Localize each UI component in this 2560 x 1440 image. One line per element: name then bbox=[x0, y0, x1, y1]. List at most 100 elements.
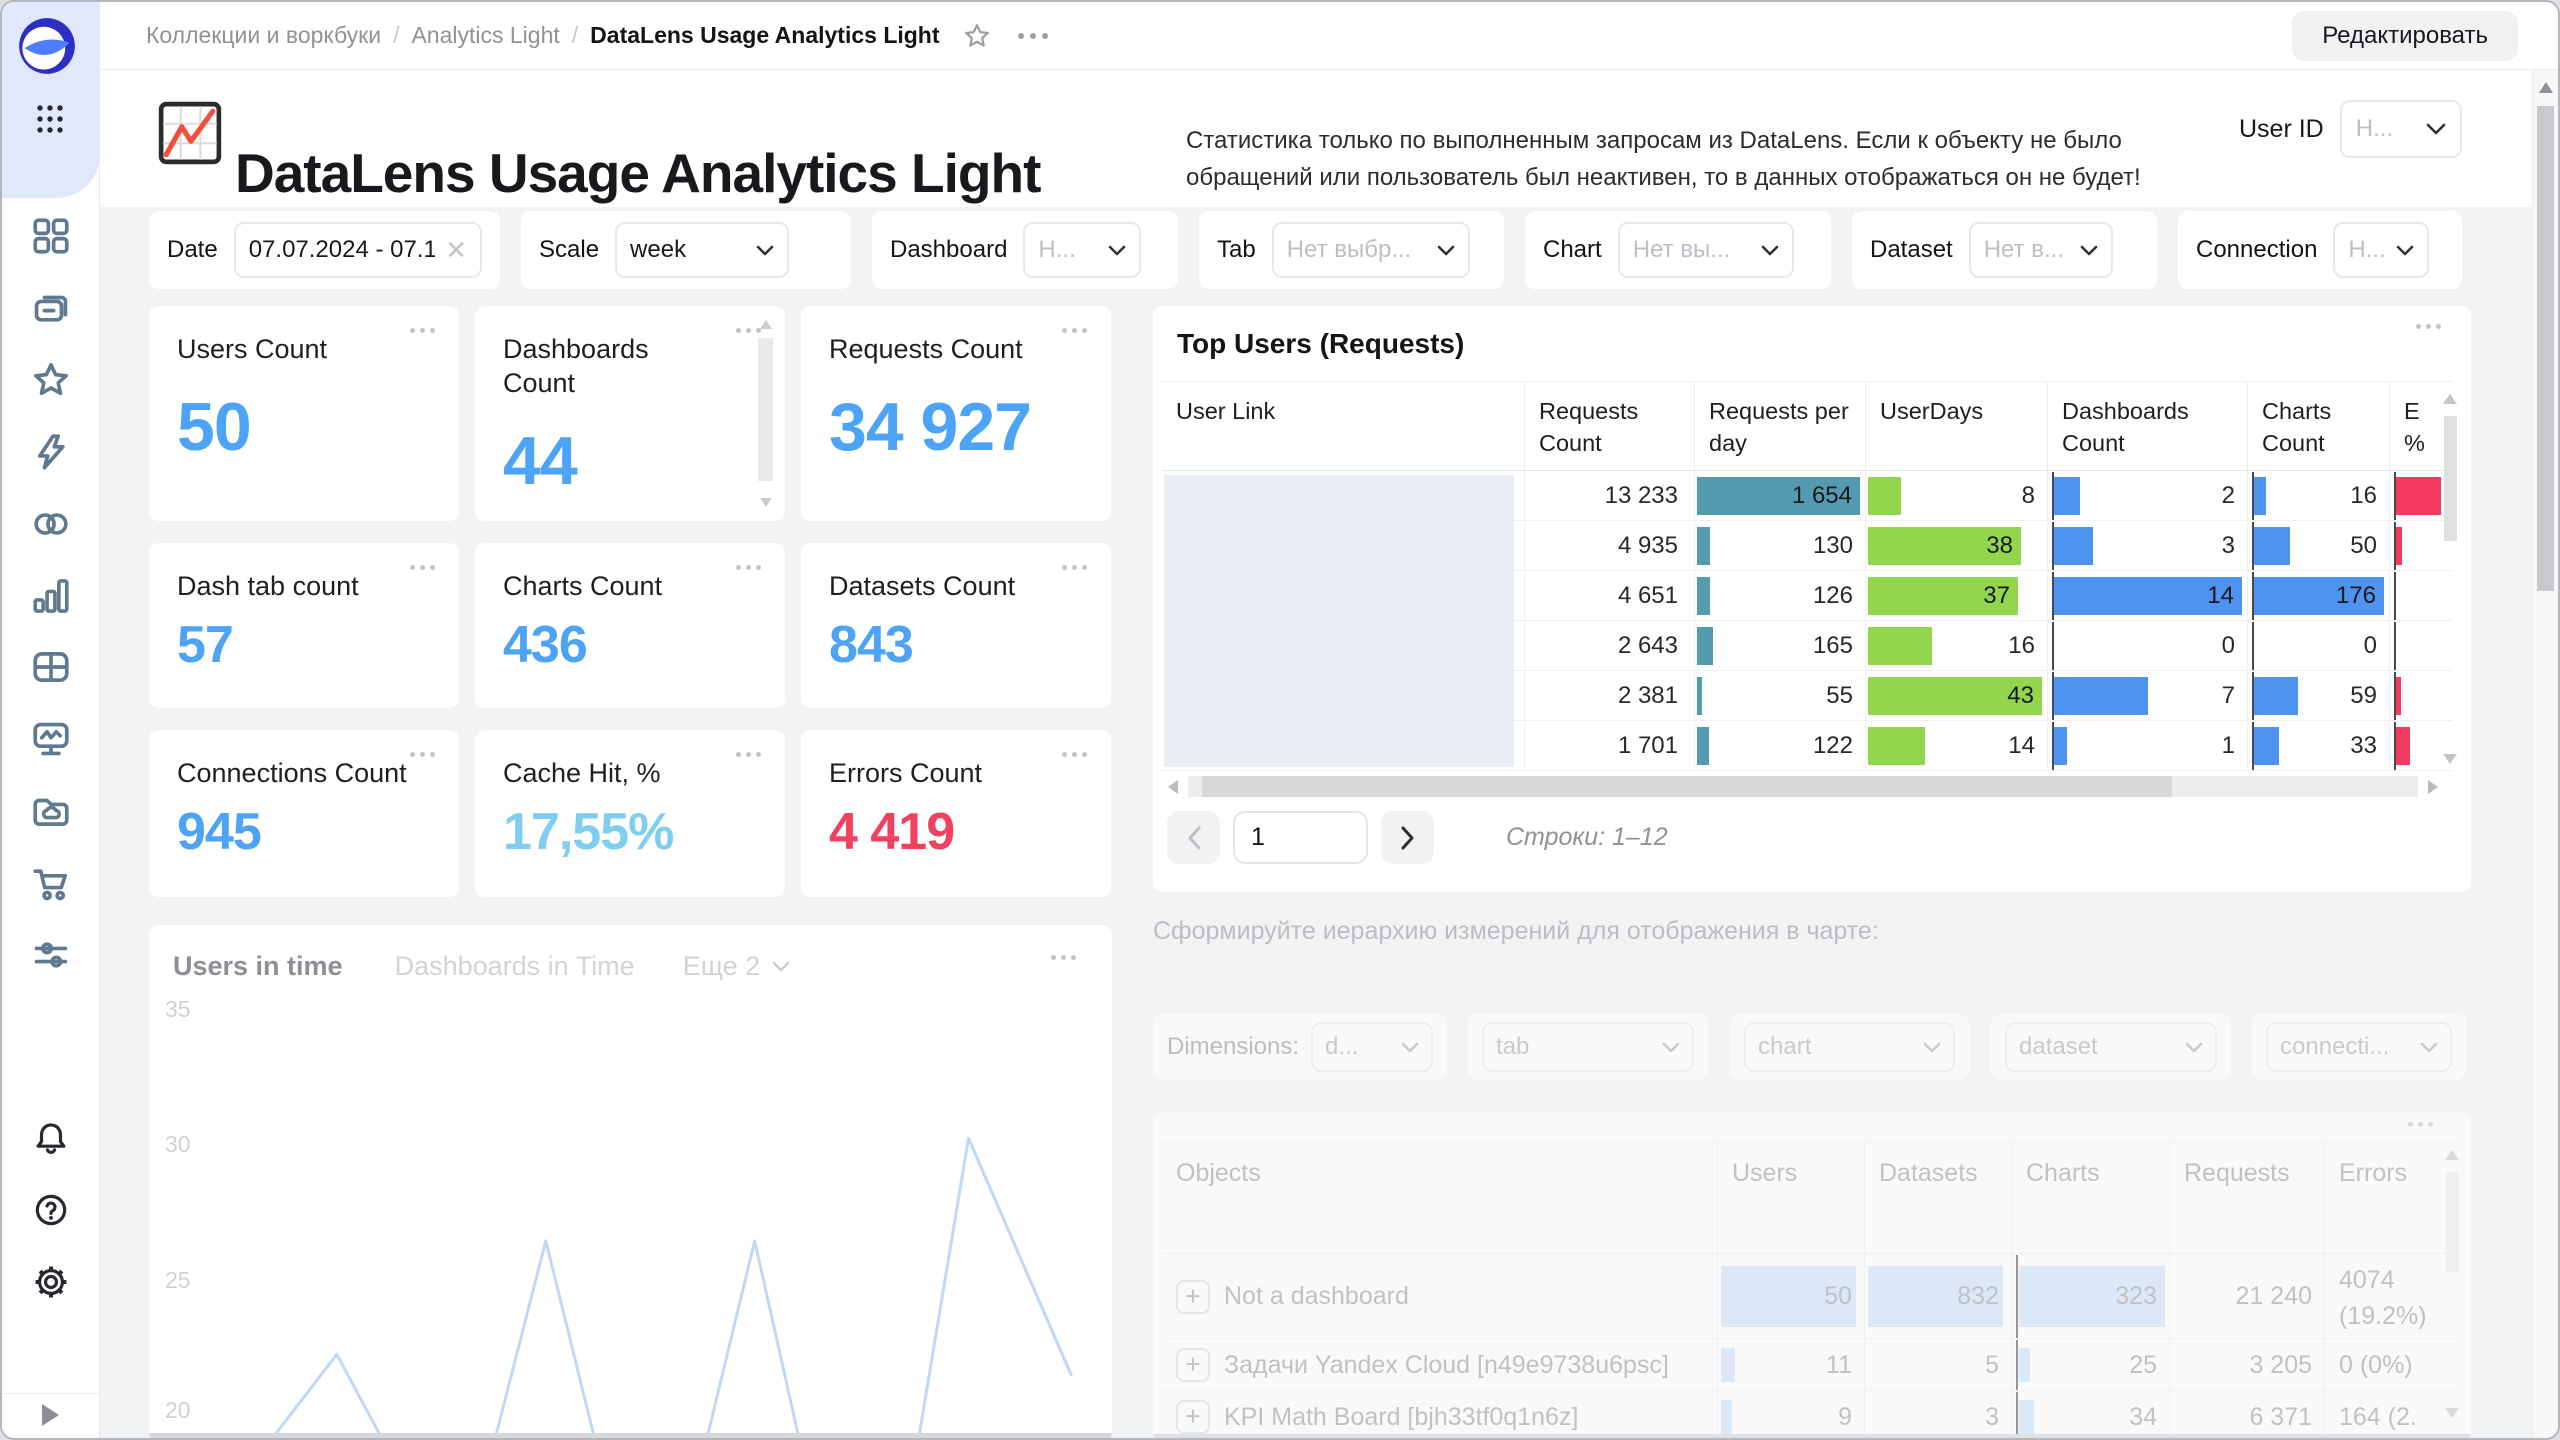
table-cell: 50 bbox=[2247, 521, 2389, 571]
filter-value: Нет вы... bbox=[1632, 236, 1731, 263]
widget-menu-icon[interactable] bbox=[736, 565, 761, 570]
object-link[interactable]: Задачи Yandex Cloud [n49e9738u6psc] bbox=[1224, 1350, 1669, 1379]
prev-page-button[interactable] bbox=[1167, 811, 1220, 864]
cell-value: 323 bbox=[2115, 1282, 2157, 1310]
kpi-datasets-count: Datasets Count 843 bbox=[801, 543, 1111, 708]
dimension-select[interactable]: connecti... bbox=[2266, 1022, 2452, 1072]
sidebar-item-objects-grid[interactable] bbox=[29, 214, 73, 258]
hscroll-handle[interactable] bbox=[1202, 776, 2172, 797]
sidebar-item-storage-folder[interactable] bbox=[29, 789, 73, 833]
widget-menu-icon[interactable] bbox=[2408, 1122, 2433, 1127]
table-vscrollbar[interactable] bbox=[2446, 1172, 2459, 1272]
table-header-row: User Link Requests Count Requests per day U… bbox=[1162, 381, 2452, 471]
dimension-value: tab bbox=[1496, 1033, 1530, 1060]
tab-users-in-time[interactable]: Users in time bbox=[173, 951, 343, 981]
dimension-select[interactable]: tab bbox=[1482, 1022, 1694, 1072]
user-id-select[interactable]: Н... bbox=[2339, 100, 2462, 158]
cell-value: 33 bbox=[2350, 732, 2377, 759]
widget-menu-icon[interactable] bbox=[2416, 324, 2441, 329]
topbar: Коллекции и воркбуки / Analytics Light /… bbox=[100, 2, 2558, 70]
sidebar-item-dashboards-table[interactable] bbox=[29, 645, 73, 689]
widget-menu-icon[interactable] bbox=[1062, 565, 1087, 570]
bar: 37 bbox=[1868, 577, 2018, 615]
sidebar-settings-gear[interactable] bbox=[29, 1260, 73, 1304]
dataset-select[interactable]: Нет в... bbox=[1968, 222, 2113, 278]
edit-button[interactable]: Редактировать bbox=[2292, 10, 2518, 61]
sidebar-expand-icon[interactable] bbox=[42, 1404, 59, 1426]
expand-row-button[interactable]: + bbox=[1176, 1400, 1210, 1434]
table-row: 2 381 55 43 7 59 bbox=[1162, 671, 2452, 721]
cell-value: 25 bbox=[2129, 1351, 2157, 1379]
cell-value: 122 bbox=[1812, 732, 1853, 759]
breadcrumb-collections[interactable]: Коллекции и воркбуки bbox=[146, 22, 382, 48]
widget-menu-icon[interactable] bbox=[1062, 752, 1087, 757]
top-users-table: User Link Requests Count Requests per day U… bbox=[1162, 381, 2452, 771]
hierarchy-section: Сформируйте иерархию измерений для отобр… bbox=[1126, 907, 2471, 1438]
object-link[interactable]: Not a dashboard bbox=[1224, 1282, 1409, 1310]
clear-filter-icon[interactable]: ✕ bbox=[445, 235, 467, 265]
table-hscrollbar[interactable] bbox=[1162, 776, 2444, 797]
tab-more[interactable]: Еще 2 bbox=[683, 951, 790, 982]
table-scroll-down-icon[interactable] bbox=[2445, 1408, 2459, 1418]
sidebar-item-monitoring-screen[interactable] bbox=[29, 717, 73, 761]
chart-hscrollbar[interactable] bbox=[149, 1433, 1112, 1438]
widget-menu-icon[interactable] bbox=[410, 328, 435, 333]
dimension-value: d... bbox=[1325, 1033, 1359, 1060]
widget-menu-icon[interactable] bbox=[410, 565, 435, 570]
chevron-down-icon bbox=[1761, 245, 1779, 256]
sidebar-help-question[interactable] bbox=[29, 1188, 73, 1232]
scrollbar-handle[interactable] bbox=[2537, 106, 2554, 591]
scroll-right-icon[interactable] bbox=[2428, 780, 2438, 794]
widget-menu-icon[interactable] bbox=[1062, 328, 1087, 333]
widget-menu-icon[interactable] bbox=[1051, 955, 1076, 960]
sidebar-item-charts-bar[interactable] bbox=[29, 574, 73, 618]
chevron-down-icon bbox=[1108, 245, 1126, 256]
dimension-select[interactable]: dataset bbox=[2005, 1022, 2217, 1072]
more-actions-icon[interactable] bbox=[1017, 32, 1048, 39]
dimension-select[interactable]: chart bbox=[1744, 1022, 1955, 1072]
favorite-star-icon[interactable] bbox=[962, 21, 992, 51]
breadcrumb-workbook[interactable]: Analytics Light bbox=[411, 22, 560, 48]
scroll-up-icon[interactable] bbox=[2539, 82, 2553, 93]
date-select[interactable]: 07.07.2024 - 07.10 ✕ bbox=[233, 222, 482, 278]
object-link[interactable]: KPI Math Board [bjh33tf0q1n6z] bbox=[1224, 1402, 1579, 1431]
dimension-select[interactable]: d... bbox=[1311, 1022, 1433, 1072]
apps-grid-icon[interactable] bbox=[35, 102, 65, 143]
user-link-redacted-block bbox=[1164, 475, 1514, 767]
kpi-label: Datasets Count bbox=[829, 571, 1016, 601]
table-row: + Задачи Yandex Cloud [n49e9738u6psc] 11 5 2… bbox=[1162, 1339, 2457, 1391]
widget-menu-icon[interactable] bbox=[736, 328, 761, 333]
datalens-logo-icon[interactable] bbox=[17, 16, 77, 76]
sidebar-item-collections[interactable] bbox=[29, 286, 73, 330]
scale-select[interactable]: week bbox=[615, 222, 790, 278]
page-number-input[interactable] bbox=[1233, 811, 1368, 864]
chart-select[interactable]: Нет вы... bbox=[1617, 222, 1794, 278]
expand-row-button[interactable]: + bbox=[1176, 1279, 1210, 1314]
dashboard-select[interactable]: Н... bbox=[1023, 222, 1142, 278]
tab-dashboards-in-time[interactable]: Dashboards in Time bbox=[394, 951, 635, 981]
bar bbox=[2396, 527, 2402, 565]
sidebar-item-lightning[interactable] bbox=[29, 430, 73, 474]
sidebar-notifications-bell[interactable] bbox=[29, 1116, 73, 1160]
next-page-button[interactable] bbox=[1381, 811, 1434, 864]
table-scroll-up-icon[interactable] bbox=[2445, 1150, 2459, 1160]
scroll-left-icon[interactable] bbox=[1168, 780, 1178, 794]
table-scroll-down-icon[interactable] bbox=[2443, 754, 2457, 764]
table-vscrollbar[interactable] bbox=[2444, 416, 2457, 541]
dashboard-chart-icon bbox=[157, 100, 223, 171]
filter-label: Date bbox=[167, 236, 218, 263]
widget-menu-icon[interactable] bbox=[736, 752, 761, 757]
sidebar-item-favorites-star[interactable] bbox=[29, 358, 73, 402]
tab-select[interactable]: Нет выбр... bbox=[1271, 222, 1470, 278]
sidebar-item-services-sliders[interactable] bbox=[29, 933, 73, 977]
monitoring-screen-icon bbox=[33, 722, 69, 756]
sidebar-item-marketplace-cart[interactable] bbox=[29, 861, 73, 905]
page-scrollbar[interactable] bbox=[2532, 70, 2558, 1438]
table-hscrollbar[interactable] bbox=[1153, 1434, 2471, 1438]
expand-row-button[interactable]: + bbox=[1176, 1348, 1210, 1382]
widget-menu-icon[interactable] bbox=[410, 752, 435, 757]
table-scroll-up-icon[interactable] bbox=[2443, 394, 2457, 404]
connection-select[interactable]: Н... bbox=[2333, 222, 2430, 278]
kpi-card-scrollbar[interactable] bbox=[757, 320, 775, 507]
sidebar-item-datasets-circles[interactable] bbox=[29, 502, 73, 546]
